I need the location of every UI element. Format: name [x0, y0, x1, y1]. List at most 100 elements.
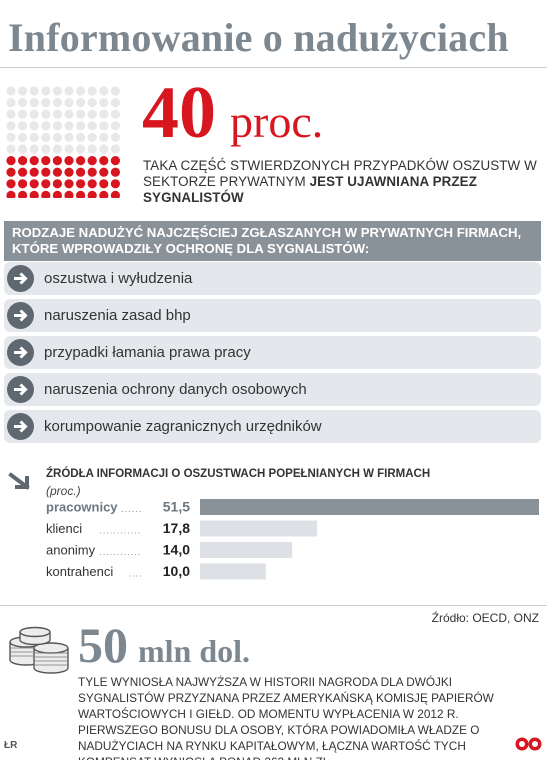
page-title: Informowanie o nadużyciach: [8, 15, 509, 60]
dot: [110, 98, 120, 108]
dot: [52, 132, 63, 142]
dot-highlighted: [87, 156, 97, 166]
dot-highlighted: [87, 167, 97, 177]
dot: [6, 98, 16, 108]
author-credit: ŁR: [4, 740, 18, 751]
list-item: przypadki łamania prawa pracy: [4, 336, 541, 369]
dot-highlighted: [64, 167, 74, 177]
arrow-right-icon: [7, 413, 34, 440]
stat-50-unit: mln dol.: [138, 633, 251, 669]
chart-title: Źródła informacji o oszustwach popełnian…: [46, 468, 431, 480]
stat-40-description-plain: Taka część stwierdzonych przypadków oszu…: [143, 158, 537, 189]
list-item-label: naruszenia ochrony danych osobowych: [44, 381, 307, 398]
dot-highlighted: [52, 179, 63, 189]
bar: [200, 520, 318, 537]
list-item: korumpowanie zagranicznych urzędników: [4, 410, 541, 443]
dot-highlighted: [52, 167, 63, 177]
dot: [41, 86, 51, 96]
dot-highlighted: [64, 179, 74, 189]
dot-highlighted: [87, 190, 97, 198]
stat-50-value: 50 mln dol.: [78, 620, 250, 670]
dot-highlighted: [110, 167, 120, 177]
dot-highlighted: [110, 156, 120, 166]
dot: [110, 86, 120, 96]
bar: [200, 563, 266, 580]
dot: [64, 109, 74, 119]
dot: [18, 98, 28, 108]
dot: [110, 132, 120, 142]
dot: [18, 132, 28, 142]
arrow-right-icon: [7, 376, 34, 403]
dot: [64, 86, 74, 96]
arrow-down-right-icon: [8, 472, 30, 490]
dot-highlighted: [29, 167, 39, 177]
dot-highlighted: [18, 190, 28, 198]
stat-40-description-bold: jest ujawniana przez sygnalistów: [143, 174, 477, 205]
dot: [29, 98, 39, 108]
dot-highlighted: [52, 190, 62, 198]
dot: [64, 144, 74, 154]
dot: [87, 109, 97, 119]
dot: [110, 121, 120, 131]
dot: [6, 86, 16, 96]
dot: [64, 132, 74, 142]
dot-highlighted: [18, 179, 28, 189]
dot: [18, 121, 28, 131]
dot: [41, 144, 51, 154]
dot: [41, 132, 51, 142]
dot-highlighted: [99, 179, 109, 189]
dot-highlighted: [41, 156, 51, 166]
stat-40-description: Taka część stwierdzonych przypadków oszu…: [143, 158, 543, 206]
dot-grid-graphic: [6, 86, 120, 198]
list-item-label: oszustwa i wyłudzenia: [44, 270, 193, 287]
dot-highlighted: [76, 190, 86, 198]
dot-highlighted: [29, 190, 39, 198]
dot-highlighted: [110, 190, 120, 198]
dot-highlighted: [76, 179, 86, 189]
value-label: 10,0: [163, 563, 190, 579]
dot-highlighted: [18, 167, 28, 177]
dot: [6, 144, 16, 154]
list-item: oszustwa i wyłudzenia: [4, 262, 541, 295]
dot: [110, 144, 120, 154]
dot: [29, 86, 39, 96]
dot: [29, 121, 39, 131]
dot-highlighted: [64, 156, 74, 166]
dot-highlighted: [64, 190, 74, 198]
dot: [87, 86, 97, 96]
dot-highlighted: [76, 156, 86, 166]
list-item: naruszenia ochrony danych osobowych: [4, 373, 541, 406]
dot: [76, 144, 86, 154]
value-label: 17,8: [163, 520, 190, 536]
dot-highlighted: [41, 190, 51, 198]
dot: [76, 98, 86, 108]
dot: [52, 144, 63, 154]
arrow-right-icon: [7, 302, 34, 329]
list-item: naruszenia zasad bhp: [4, 299, 541, 332]
title-divider: [0, 67, 547, 68]
dot: [52, 86, 63, 96]
dot: [6, 109, 16, 119]
list-item-label: przypadki łamania prawa pracy: [44, 344, 251, 361]
dot-highlighted: [41, 167, 51, 177]
dot: [87, 98, 97, 108]
stat-40-number: 40: [142, 72, 216, 154]
dot: [87, 121, 97, 131]
publisher-logo-icon: [515, 737, 542, 751]
category-label: anonimy: [46, 543, 96, 558]
dot-highlighted: [6, 167, 16, 177]
dot: [99, 98, 109, 108]
dot: [64, 98, 74, 108]
bar: [200, 499, 539, 515]
arrow-right-icon: [7, 339, 34, 366]
category-label: kontrahenci: [46, 564, 113, 579]
stat-40-unit: proc.: [230, 96, 324, 147]
dot: [76, 132, 86, 142]
section-divider: [0, 605, 547, 606]
dot-highlighted: [110, 179, 120, 189]
dot: [52, 109, 63, 119]
abuse-types-list: oszustwa i wyłudzenia naruszenia zasad bh…: [4, 262, 541, 447]
value-label: 14,0: [163, 542, 190, 558]
dot-highlighted: [99, 156, 109, 166]
source-note: Źródło: OECD, ONZ: [431, 611, 539, 625]
